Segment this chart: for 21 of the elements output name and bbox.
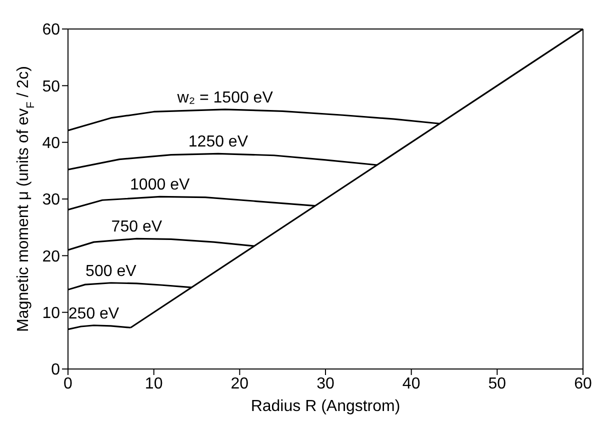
series-label: 1000 eV bbox=[130, 176, 190, 194]
y-tick-label: 20 bbox=[42, 248, 60, 266]
series-label: 250 eV bbox=[68, 305, 120, 322]
y-tick-label: 30 bbox=[42, 192, 60, 209]
y-tick-label: 60 bbox=[42, 22, 60, 39]
y-tick-label: 40 bbox=[42, 135, 60, 152]
series-label: w₂ = 1500 eV bbox=[176, 89, 274, 106]
x-tick-label: 30 bbox=[316, 375, 334, 392]
x-tick-label: 10 bbox=[144, 375, 163, 392]
series-label: 750 eV bbox=[111, 218, 162, 236]
x-tick-label: 50 bbox=[488, 375, 506, 392]
x-tick-label: 0 bbox=[64, 375, 73, 392]
x-tick-label: 60 bbox=[574, 375, 592, 392]
x-tick-label: 40 bbox=[402, 375, 420, 392]
series-label: 1250 eV bbox=[188, 134, 248, 151]
x-tick-label: 20 bbox=[230, 375, 249, 392]
x-axis-title: Radius R (Angstrom) bbox=[250, 398, 400, 415]
y-tick-label: 50 bbox=[42, 78, 60, 96]
series-label: 500 eV bbox=[86, 262, 137, 280]
y-tick-label: 0 bbox=[51, 362, 60, 379]
y-tick-label: 10 bbox=[42, 305, 60, 322]
